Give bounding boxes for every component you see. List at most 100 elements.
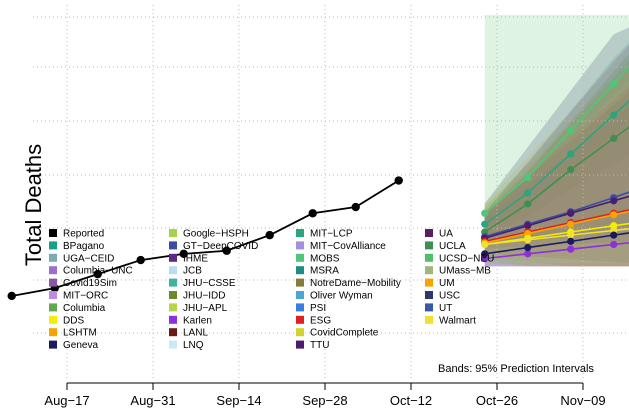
legend-item: UMass−MB xyxy=(425,266,491,277)
legend-item: JCB xyxy=(169,266,202,277)
legend-swatch xyxy=(296,291,304,299)
legend-swatch xyxy=(169,303,177,312)
legend-label: NotreDame−Mobility xyxy=(310,278,401,289)
reported-point xyxy=(351,202,360,212)
legend-swatch xyxy=(169,278,177,287)
legend-swatch xyxy=(425,291,433,299)
series-point xyxy=(610,134,618,142)
reported-point xyxy=(93,269,102,279)
x-tick-label: Aug−31 xyxy=(130,393,175,408)
series-point xyxy=(481,240,489,249)
legend-item: USC xyxy=(425,291,460,302)
prediction-bands xyxy=(484,15,629,267)
legend-label: CovidComplete xyxy=(310,328,379,339)
legend-swatch xyxy=(296,253,304,262)
reported-point xyxy=(7,291,16,301)
x-tick-label: Sep−28 xyxy=(302,393,347,408)
legend-item: CovidComplete xyxy=(296,328,379,339)
x-tick-label: Nov−09 xyxy=(560,393,605,408)
series-point xyxy=(524,173,532,181)
reported-line xyxy=(11,179,400,297)
legend-label: Columbia−UNC xyxy=(63,266,133,277)
reported-point xyxy=(308,209,317,218)
legend-item: Covid19Sim xyxy=(49,278,117,289)
legend-swatch xyxy=(49,340,57,349)
legend-swatch xyxy=(296,315,304,324)
series-point xyxy=(524,189,532,197)
legend-item: JHU−IDD xyxy=(169,291,226,302)
legend-swatch xyxy=(296,266,304,275)
legend-item: MOBS xyxy=(296,253,340,264)
legend-swatch xyxy=(49,253,57,262)
x-tick-label: Oct−12 xyxy=(390,393,432,408)
legend-item: Columbia xyxy=(49,303,106,314)
band-gt-deepcovid xyxy=(484,106,629,246)
legend-item: UCSD−NEU xyxy=(425,253,494,264)
reported-point xyxy=(265,230,274,240)
legend-label: BPagano xyxy=(63,241,105,252)
legend-swatch xyxy=(49,266,57,275)
legend-swatch xyxy=(169,340,177,349)
series-point xyxy=(524,244,532,252)
legend-swatch xyxy=(169,291,177,299)
legend-label: ESG xyxy=(310,315,331,326)
band-mobs xyxy=(484,42,629,217)
series-point xyxy=(481,250,489,258)
legend-item: UCLA xyxy=(425,241,466,252)
series-mobs xyxy=(481,65,629,217)
legend-label: USC xyxy=(439,291,460,302)
legend-item: Google−HSPH xyxy=(169,229,249,240)
legend-label: LNQ xyxy=(183,340,204,351)
series-point xyxy=(610,240,618,249)
legend-item: MIT−ORC xyxy=(49,291,108,302)
series-point xyxy=(610,231,618,239)
series-point xyxy=(567,150,575,158)
legend-item: PSI xyxy=(296,303,326,314)
band-mit-lcp xyxy=(484,53,629,229)
legend-item: Oliver Wyman xyxy=(296,291,373,302)
legend-item: UT xyxy=(425,303,452,314)
bands-note: Bands: 95% Prediction Intervals xyxy=(438,363,594,375)
legend-item: LSHTM xyxy=(49,328,97,339)
legend-label: UMass−MB xyxy=(439,266,491,277)
series-ucla xyxy=(481,126,629,236)
legend-label: Geneva xyxy=(63,340,98,351)
legend-swatch xyxy=(425,278,433,287)
legend-label: DDS xyxy=(63,315,84,326)
legend-item: LNQ xyxy=(169,340,204,351)
legend-swatch xyxy=(425,253,433,262)
legend-label: JHU−CSSE xyxy=(183,278,236,289)
band-envelope xyxy=(484,15,629,264)
legend-item: MIT−LCP xyxy=(296,229,353,240)
legend-item: Karlen xyxy=(169,315,212,326)
legend-swatch xyxy=(296,303,304,312)
legend-label: JHU−APL xyxy=(183,303,228,314)
series-point xyxy=(567,209,575,217)
band-karlen xyxy=(484,44,629,267)
series-point xyxy=(610,197,618,205)
series-point xyxy=(524,200,532,208)
legend-label: LSHTM xyxy=(63,328,97,339)
legend-swatch xyxy=(425,266,433,275)
legend-swatch xyxy=(49,303,57,312)
legend-swatch xyxy=(425,229,433,237)
series-point xyxy=(610,211,618,219)
x-tick-label: Oct−26 xyxy=(476,393,518,408)
legend-item: MIT−CovAlliance xyxy=(296,241,386,252)
legend-label: Walmart xyxy=(439,315,476,326)
legend-swatch xyxy=(425,303,433,312)
legend-swatch xyxy=(49,229,57,237)
series-point xyxy=(610,111,618,119)
series-mit-lcp xyxy=(481,100,629,228)
series-point xyxy=(524,250,532,258)
legend-label: UT xyxy=(439,303,452,314)
legend-label: Covid19Sim xyxy=(63,278,117,289)
legend-swatch xyxy=(49,241,57,250)
x-tick-label: Sep−14 xyxy=(216,393,261,408)
legend-label: Reported xyxy=(63,229,104,240)
legend-item: IHME xyxy=(169,253,208,264)
legend-label: UCLA xyxy=(439,241,466,252)
series-point xyxy=(567,220,575,228)
legend-swatch xyxy=(296,340,304,349)
axes: Aug−17 Aug−31 Sep−14 Sep−28 Oct−12 Oct−26 Nov−… xyxy=(44,382,606,408)
